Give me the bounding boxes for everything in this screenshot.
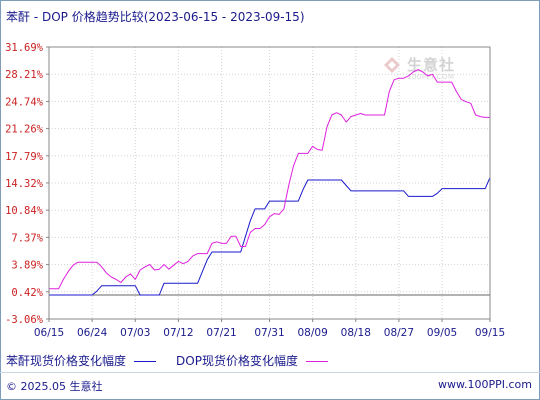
y-tick-label: 7.37% (11, 232, 43, 244)
x-tick-label: 06/15 (34, 327, 64, 339)
watermark-logo-icon (384, 57, 400, 73)
y-tick-label: 3.89% (11, 260, 43, 272)
y-tick-label: 14.32% (5, 178, 44, 190)
y-axis-ticks: 31.69% 28.21% 24.74% 21.26% 17.79% 14.32% 10.8… (5, 42, 49, 326)
y-tick-label: -3.06% (5, 314, 44, 326)
site-url-text: www.100PPI.com (438, 378, 532, 391)
legend: 苯酐现货价格变化幅度 DOP现货价格变化幅度 (6, 352, 348, 369)
x-tick-label: 09/05 (427, 327, 457, 339)
legend-label: 苯酐现货价格变化幅度 (6, 354, 127, 368)
legend-swatch-blue (134, 361, 157, 362)
x-tick-label: 08/27 (384, 327, 414, 339)
legend-label: DOP现货价格变化幅度 (176, 354, 298, 368)
y-tick-label: 28.21% (5, 69, 44, 81)
legend-swatch-magenta (305, 361, 328, 362)
legend-item-dop: DOP现货价格变化幅度 (176, 352, 348, 369)
x-tick-label: 08/09 (298, 327, 328, 339)
x-tick-label: 07/21 (206, 327, 236, 339)
series-line-dop (49, 69, 490, 290)
y-tick-label: 10.84% (5, 205, 44, 217)
y-tick-label: 0.42% (11, 287, 43, 299)
grid-lines (49, 46, 490, 320)
x-tick-label: 07/31 (254, 327, 284, 339)
x-tick-label: 06/24 (77, 327, 108, 339)
x-tick-label: 07/03 (120, 327, 150, 339)
footer-divider (0, 372, 540, 373)
y-tick-label: 17.79% (5, 151, 44, 163)
y-tick-label: 24.74% (5, 96, 44, 108)
legend-item-phthalic-anhydride: 苯酐现货价格变化幅度 (6, 352, 176, 369)
x-axis-ticks: 06/15 06/24 07/03 07/12 07/21 07/31 08/09 08/18… (34, 319, 505, 339)
y-tick-label: 31.69% (5, 42, 44, 54)
plot-area-border (48, 46, 491, 320)
x-tick-label: 07/12 (163, 327, 193, 339)
series-lines (49, 69, 491, 296)
copyright-text: © 2025.05 生意社 (6, 380, 103, 393)
x-tick-label: 08/18 (341, 327, 371, 339)
y-tick-label: 21.26% (5, 124, 44, 136)
x-tick-label: 09/15 (475, 327, 505, 339)
watermark-url: 100PPI.COM (407, 73, 455, 81)
chart-title: 苯酐 - DOP 价格趋势比较(2023-06-15 - 2023-09-15) (6, 10, 305, 24)
series-line-phthalic-anhydride (49, 177, 491, 296)
